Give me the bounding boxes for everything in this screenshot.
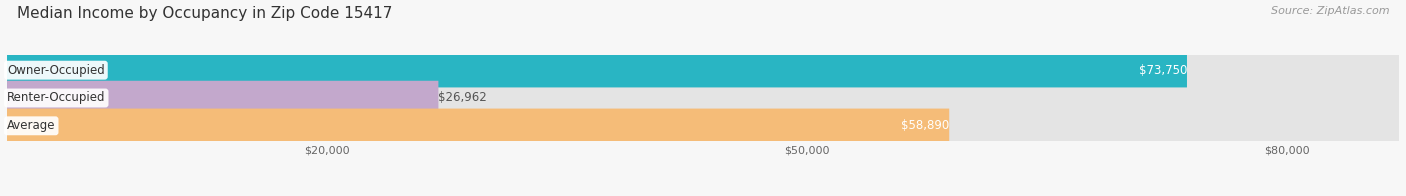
FancyBboxPatch shape — [7, 109, 949, 143]
FancyBboxPatch shape — [7, 81, 439, 115]
FancyBboxPatch shape — [7, 53, 1399, 87]
Text: Average: Average — [7, 119, 56, 132]
Text: Renter-Occupied: Renter-Occupied — [7, 92, 105, 104]
FancyBboxPatch shape — [7, 53, 1187, 87]
Text: Owner-Occupied: Owner-Occupied — [7, 64, 105, 77]
Text: $73,750: $73,750 — [1139, 64, 1187, 77]
FancyBboxPatch shape — [7, 109, 1399, 143]
Text: $58,890: $58,890 — [901, 119, 949, 132]
FancyBboxPatch shape — [7, 81, 1399, 115]
Text: Median Income by Occupancy in Zip Code 15417: Median Income by Occupancy in Zip Code 1… — [17, 6, 392, 21]
Text: $26,962: $26,962 — [439, 92, 486, 104]
Text: Source: ZipAtlas.com: Source: ZipAtlas.com — [1271, 6, 1389, 16]
